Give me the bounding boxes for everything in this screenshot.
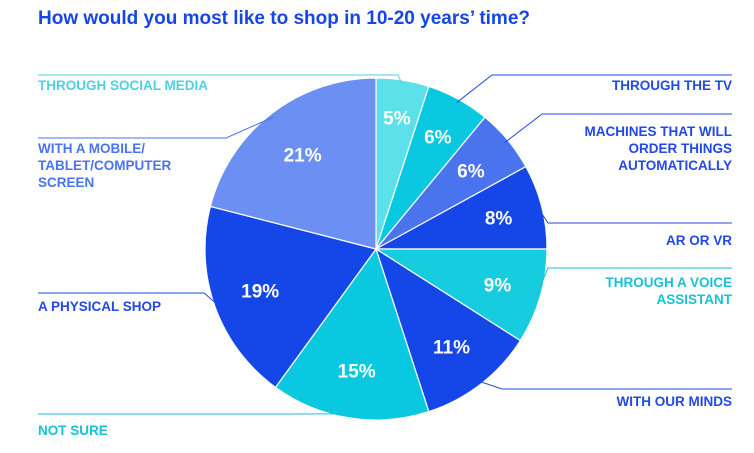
- slice-percentage: 6%: [457, 162, 485, 183]
- category-label: THROUGH THE TV: [612, 78, 732, 93]
- leader-lines: [38, 74, 732, 415]
- category-label: AR OR VR: [666, 233, 732, 248]
- pie-slice: [204, 205, 378, 389]
- pie-slices: [204, 77, 548, 421]
- category-label: THROUGH SOCIAL MEDIA: [38, 78, 208, 93]
- category-label: NOT SURE: [38, 423, 108, 438]
- pie-slice: [374, 247, 522, 413]
- leader-line: [38, 116, 274, 139]
- slice-percentage: 11%: [433, 337, 470, 358]
- category-label: A PHYSICAL SHOP: [38, 299, 161, 314]
- leader-line: [537, 207, 732, 224]
- slice-percentage: 21%: [284, 145, 322, 166]
- leader-line: [504, 113, 732, 143]
- slice-percentage: 19%: [241, 282, 279, 303]
- category-label: THROUGH A VOICE ASSISTANT: [605, 275, 732, 307]
- slice-percentage: 5%: [383, 108, 411, 129]
- leader-line: [478, 380, 732, 390]
- percentage-labels: 5% 6%6% 8% 9% 11% 15% 19% 21%: [241, 108, 512, 382]
- category-labels: THROUGH SOCIAL MEDIA THROUGH THE TV MACHIN…: [38, 78, 733, 438]
- pie-slice: [373, 248, 548, 342]
- slice-percentage: 15%: [338, 362, 376, 383]
- slice-percentage: 8%: [485, 209, 513, 230]
- chart-title: How would you most like to shop in 10-20…: [38, 8, 530, 29]
- leader-line: [38, 74, 403, 85]
- slice-percentage: 6%: [424, 128, 452, 149]
- leader-line: [535, 267, 732, 296]
- category-label: MACHINES THAT WILL ORDER THINGS AUTOMATICA…: [585, 124, 732, 173]
- category-label: WITH OUR MINDS: [617, 394, 733, 409]
- pie-slice: [274, 247, 430, 421]
- leader-line: [38, 292, 220, 306]
- pie-slice: [209, 77, 377, 250]
- leader-line: [456, 74, 732, 104]
- category-label: WITH A MOBILE/TABLET/COMPUTER SCREEN: [38, 141, 171, 190]
- slice-percentage: 9%: [484, 275, 512, 296]
